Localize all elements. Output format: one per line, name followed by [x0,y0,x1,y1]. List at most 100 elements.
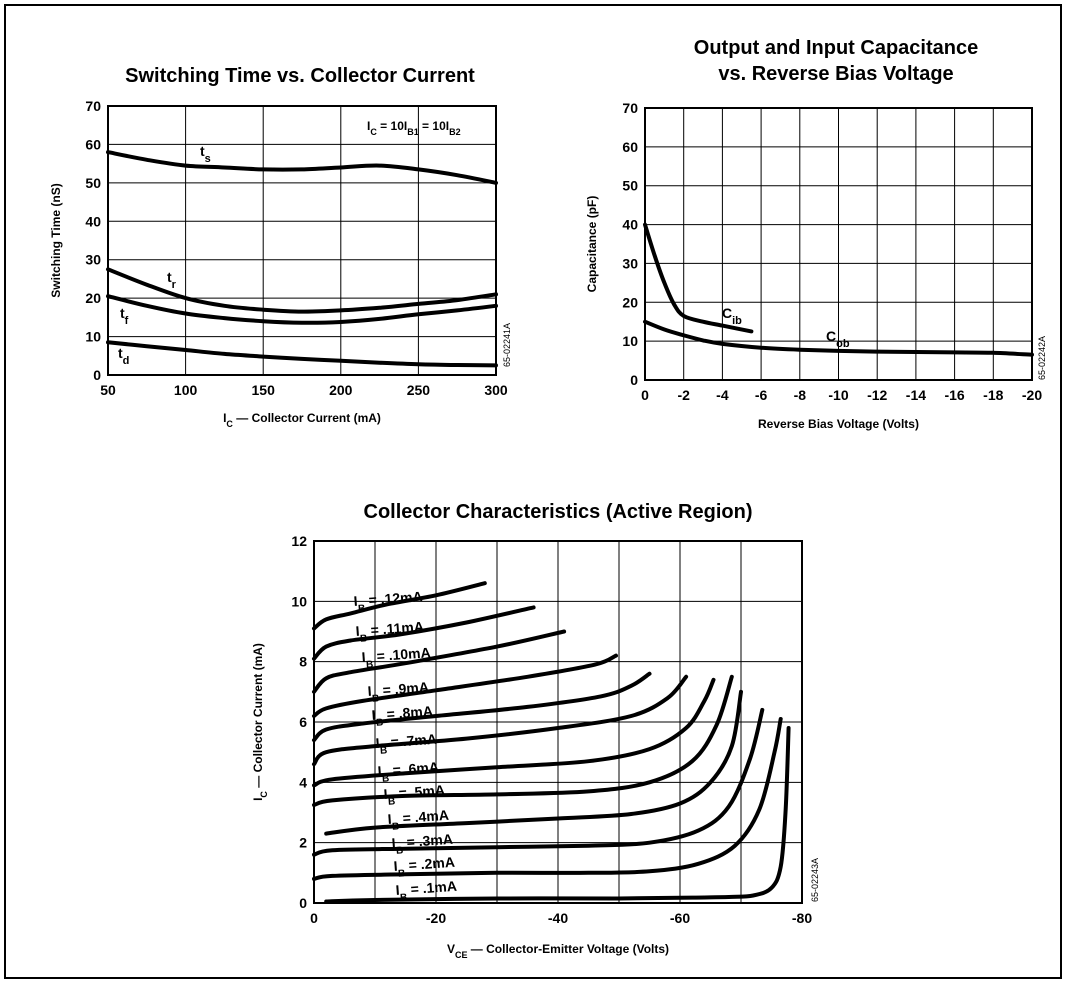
x-tick-label: 50 [100,382,116,398]
y-tick-label: 20 [622,294,638,310]
figure-code: 65-02241A [502,323,512,367]
series-label-t-f: tf [120,305,129,327]
x-tick-label: -80 [792,910,812,926]
series-line-i-b-8ma [312,671,652,743]
series-label-i-b-7ma: IB = .7mA [375,731,438,757]
figure-code: 65-02243A [810,858,820,902]
x-tick-label: -12 [867,387,887,403]
y-tick-label: 30 [622,255,638,271]
page-frame [4,4,1062,979]
series-line-i-b-6ma [312,677,716,788]
series-line-i-b-9ma [312,653,618,718]
series-label-i-b-6ma: IB = .6mA [377,759,440,785]
series-label-t-s: ts [200,143,211,165]
x-tick-label: -20 [1022,387,1042,403]
y-tick-label: 0 [630,372,638,388]
y-tick-label: 40 [622,217,638,233]
x-tick-label: -14 [906,387,926,403]
series-line-i-b-7ma [312,674,689,767]
x-axis-label: Reverse Bias Voltage (Volts) [758,417,919,431]
series-line-c-ob [643,319,1034,357]
y-tick-label: 2 [299,835,307,851]
x-tick-label: -18 [983,387,1003,403]
chart-title: Output and Input Capacitance [694,37,978,59]
condition-annotation: IC = 10IB1 = 10IB2 [367,119,461,137]
y-tick-label: 30 [85,252,101,268]
series-label-i-b-3ma: IB = .3mA [391,831,454,857]
series-line-i-b-5ma [312,674,734,807]
x-tick-label: -8 [794,387,807,403]
y-tick-label: 10 [291,593,307,609]
x-tick-label: -60 [670,910,690,926]
x-axis-label: IC — Collector Current (mA) [223,411,381,429]
x-tick-label: 0 [641,387,649,403]
series-line-i-b-12ma [312,581,487,631]
series-label-i-b-1ma: IB = .1mA [395,878,458,904]
y-tick-label: 10 [622,333,638,349]
x-tick-label: 150 [252,382,276,398]
x-tick-label: -10 [828,387,848,403]
series-line-t-d [106,340,498,368]
series-label-i-b-4ma: IB = .4mA [387,807,450,833]
chart-collector-characteristics: Collector Characteristics (Active Region… [251,501,820,960]
y-axis-label: Capacitance (pF) [585,196,599,293]
x-tick-label: -4 [716,387,729,403]
y-tick-label: 6 [299,714,307,730]
series-label-c-ob: Cob [826,328,850,350]
x-tick-label: 300 [484,382,508,398]
x-tick-label: 0 [310,910,318,926]
series-line-i-b-11ma [312,605,536,661]
plot-frame [313,540,803,904]
x-tick-label: -6 [755,387,768,403]
plot-frame [644,107,1033,381]
series-label-i-b-9ma: IB = .9mA [367,679,430,705]
y-axis-label: IC — Collector Current (mA) [251,643,269,801]
x-tick-label: 250 [407,382,431,398]
plot-frame [107,105,497,376]
y-tick-label: 50 [622,178,638,194]
y-tick-label: 60 [85,136,101,152]
x-tick-label: 100 [174,382,198,398]
chart-title: vs. Reverse Bias Voltage [718,63,953,85]
x-tick-label: -16 [944,387,964,403]
x-tick-label: -40 [548,910,568,926]
chart-title: Collector Characteristics (Active Region… [364,501,753,523]
x-tick-label: 200 [329,382,353,398]
x-axis-label: VCE — Collector-Emitter Voltage (Volts) [447,942,669,960]
chart-switching-time: Switching Time vs. Collector Current 50 10… [49,65,512,429]
series-line-c-ib [643,222,754,334]
series-label-c-ib: Cib [722,305,742,327]
series-label-i-b-8ma: IB = .8mA [371,703,434,729]
x-tick-label: -20 [426,910,446,926]
series-line-t-f [106,294,498,325]
chart-capacitance: Output and Input Capacitance vs. Reverse … [585,37,1047,431]
figure-code: 65-02242A [1037,336,1047,380]
series-label-i-b-2ma: IB = .2mA [393,854,456,880]
y-axis-label: Switching Time (nS) [49,183,63,297]
y-tick-label: 0 [299,895,307,911]
y-tick-label: 8 [299,654,307,670]
series-line-i-b-3ma [312,707,765,857]
series-line-i-b-1ma [324,726,791,904]
y-tick-label: 20 [85,290,101,306]
series-line-t-r [106,267,498,314]
series-line-i-b-4ma [324,689,743,836]
chart-title: Switching Time vs. Collector Current [125,65,475,87]
y-tick-label: 12 [291,533,307,549]
y-tick-label: 60 [622,139,638,155]
series-label-i-b-5ma: IB = .5mA [383,782,446,808]
y-tick-label: 4 [299,774,307,790]
y-tick-label: 70 [85,98,101,114]
series-line-t-s [106,150,498,185]
series-label-i-b-11ma: IB = .11mA [355,618,425,644]
series-label-t-d: td [118,345,129,367]
series-line-i-b-2ma [312,717,783,881]
series-line-i-b-10ma [312,629,567,694]
y-tick-label: 0 [93,367,101,383]
series-label-i-b-10ma: IB = .10mA [361,644,431,670]
y-tick-label: 50 [85,175,101,191]
series-label-i-b-12ma: IB = .12mA [353,588,423,614]
y-tick-label: 70 [622,100,638,116]
x-tick-label: -2 [677,387,690,403]
